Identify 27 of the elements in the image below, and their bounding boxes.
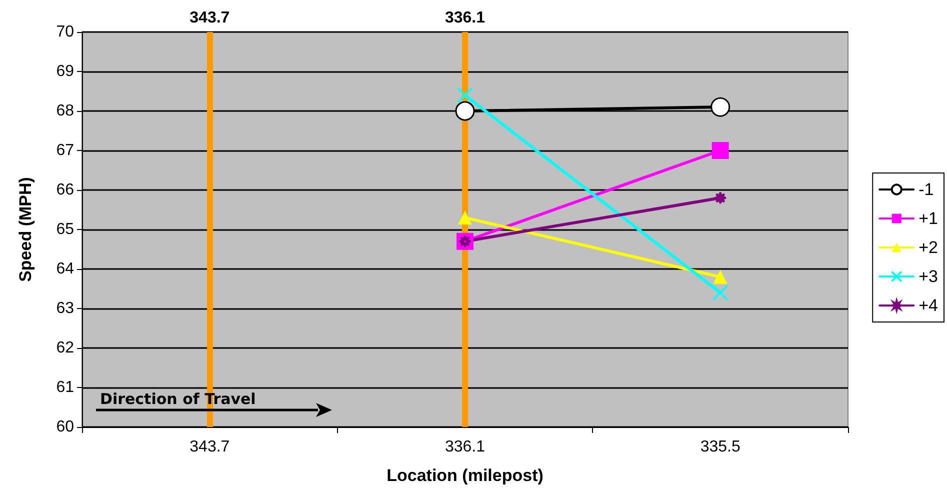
y-tick-label: 68	[56, 102, 74, 120]
y-tick-label: 70	[56, 24, 74, 40]
y-tick-label: 63	[56, 300, 74, 317]
y-tick-label: 60	[56, 418, 74, 436]
y-tick-label: 66	[56, 182, 74, 198]
legend-label: +1	[918, 209, 938, 228]
y-tick-label: 65	[56, 221, 74, 238]
point	[712, 142, 729, 159]
y-tick-label: 67	[56, 142, 74, 159]
legend-label: +2	[918, 238, 938, 257]
y-tick-label: 64	[56, 260, 74, 278]
point	[712, 284, 728, 301]
point	[714, 191, 727, 204]
legend-label: -1	[918, 180, 934, 199]
legend-label: +3	[918, 267, 938, 286]
point	[457, 87, 473, 104]
y-tick-label: 69	[56, 63, 74, 80]
ref-line-label: 343.7	[190, 438, 230, 456]
y-axis-title: Speed (MPH)	[16, 177, 35, 282]
legend-label: +4	[918, 296, 938, 315]
y-tick-label: 62	[56, 340, 74, 356]
x-tick-label: 335.5	[700, 438, 740, 456]
point	[455, 101, 475, 121]
ref-line-label: 336.1	[444, 438, 486, 456]
y-tick-label: 61	[56, 379, 74, 396]
point	[710, 97, 730, 117]
x-axis-title: Location (milepost)	[386, 466, 544, 485]
